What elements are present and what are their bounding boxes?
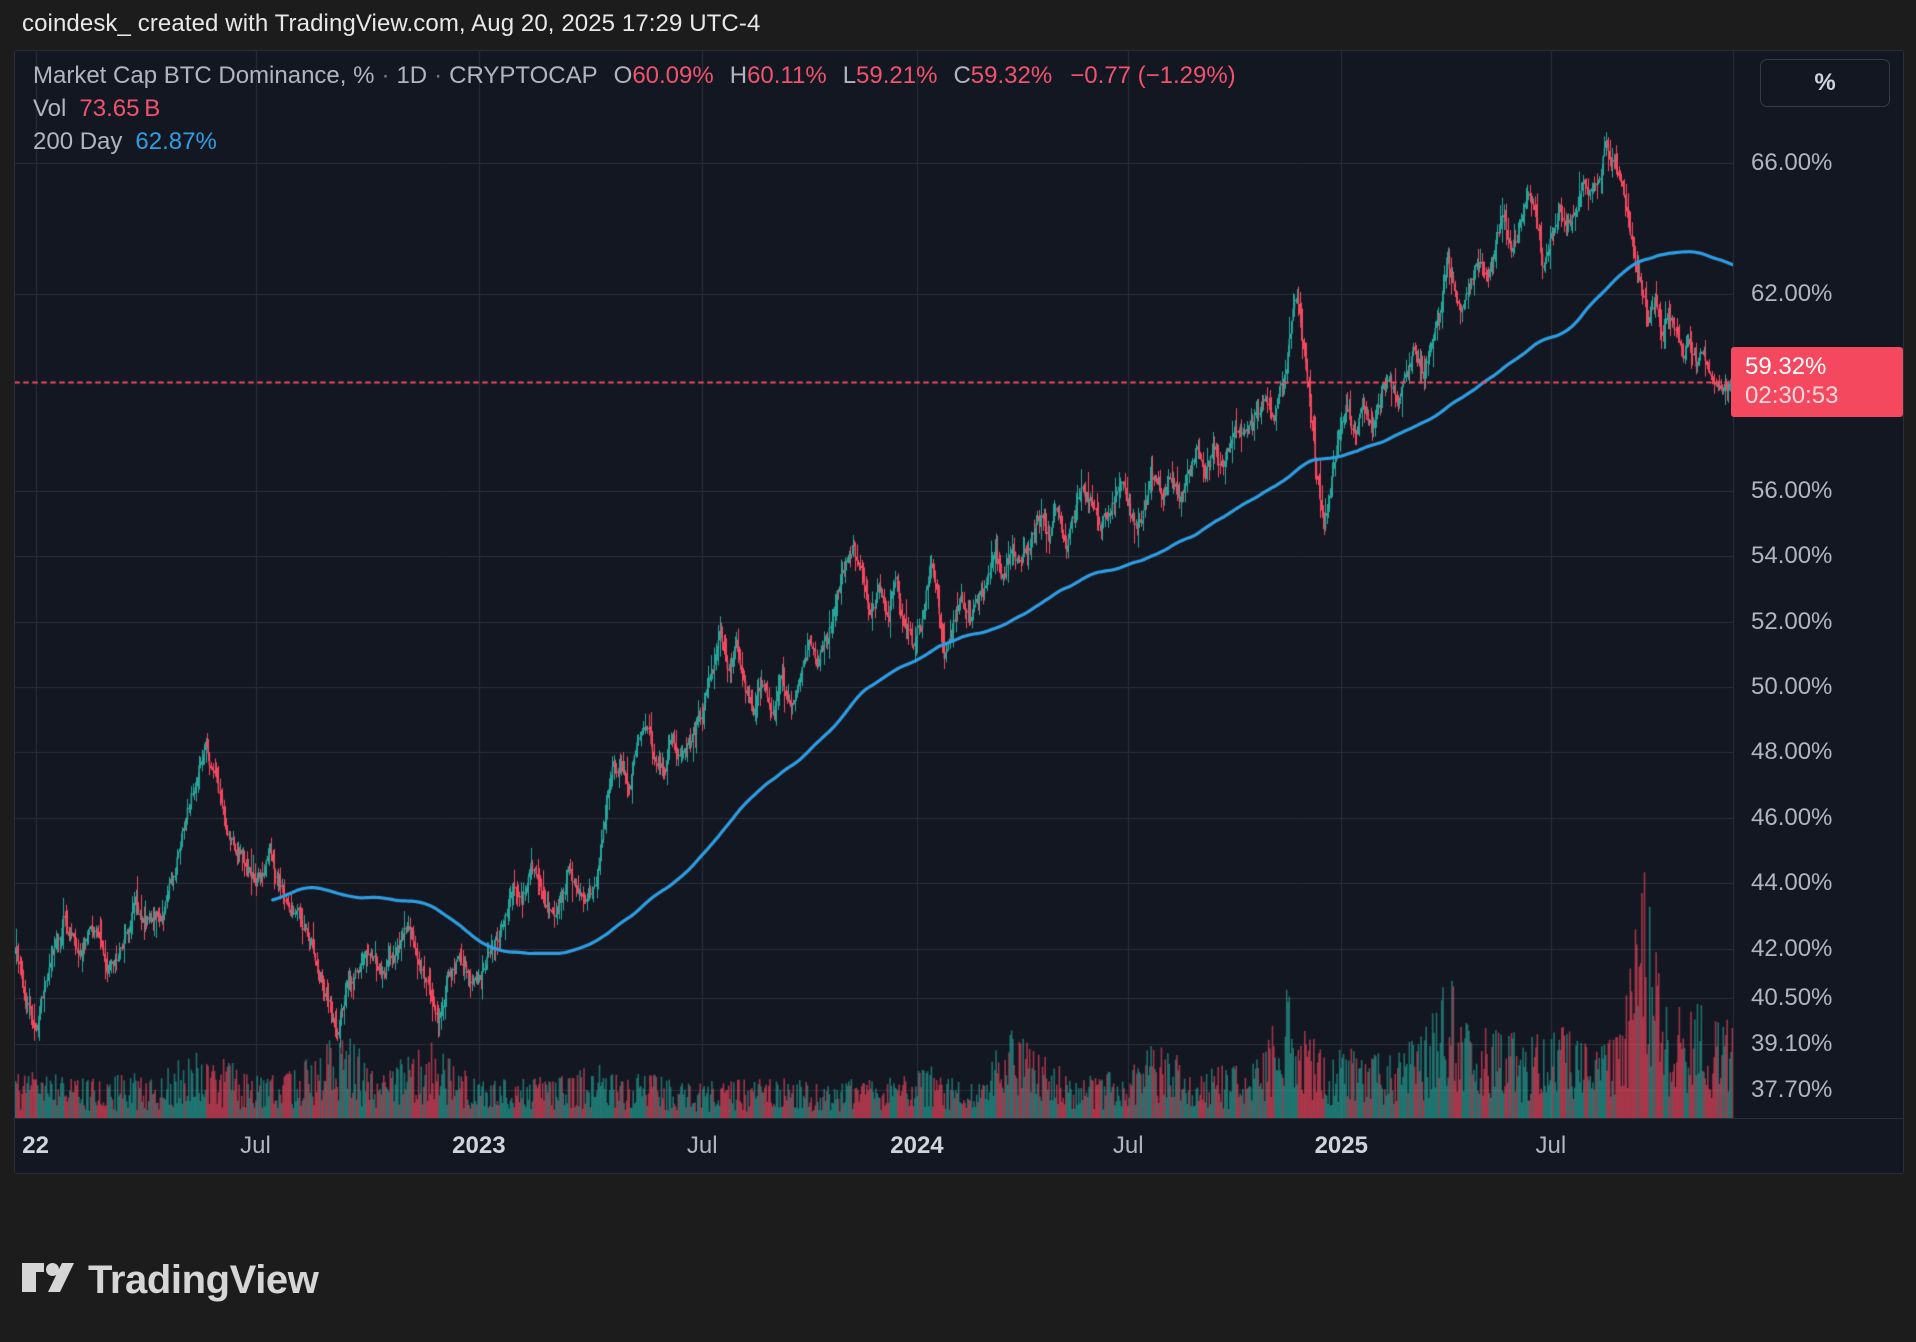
- tradingview-footer-logo: TradingView: [22, 1258, 319, 1303]
- percent-scale-toggle-label: %: [1814, 69, 1836, 96]
- time-tick-label: 2024: [890, 1132, 944, 1159]
- time-tick-label: 2023: [452, 1132, 506, 1159]
- tradingview-wordmark: TradingView: [88, 1258, 319, 1302]
- time-tick-label: Jul: [686, 1132, 718, 1159]
- time-tick-label: Jul: [1112, 1132, 1144, 1159]
- time-tick-label: 22: [22, 1132, 49, 1159]
- time-tick-label: Jul: [1535, 1132, 1567, 1159]
- percent-scale-toggle-button[interactable]: %: [1760, 59, 1890, 107]
- price-chart-canvas[interactable]: [15, 51, 1903, 1173]
- time-axis[interactable]: 22 Jul 2023 Jul 2024 Jul 2025 Jul: [15, 1118, 1903, 1173]
- chart-frame[interactable]: Market Cap BTC Dominance, % · 1D · CRYPT…: [14, 50, 1904, 1174]
- time-tick-label: Jul: [240, 1132, 271, 1159]
- time-tick-label: 2025: [1314, 1132, 1368, 1159]
- attribution-text: coindesk_ created with TradingView.com, …: [22, 10, 761, 37]
- tradingview-logo-icon: [22, 1262, 74, 1292]
